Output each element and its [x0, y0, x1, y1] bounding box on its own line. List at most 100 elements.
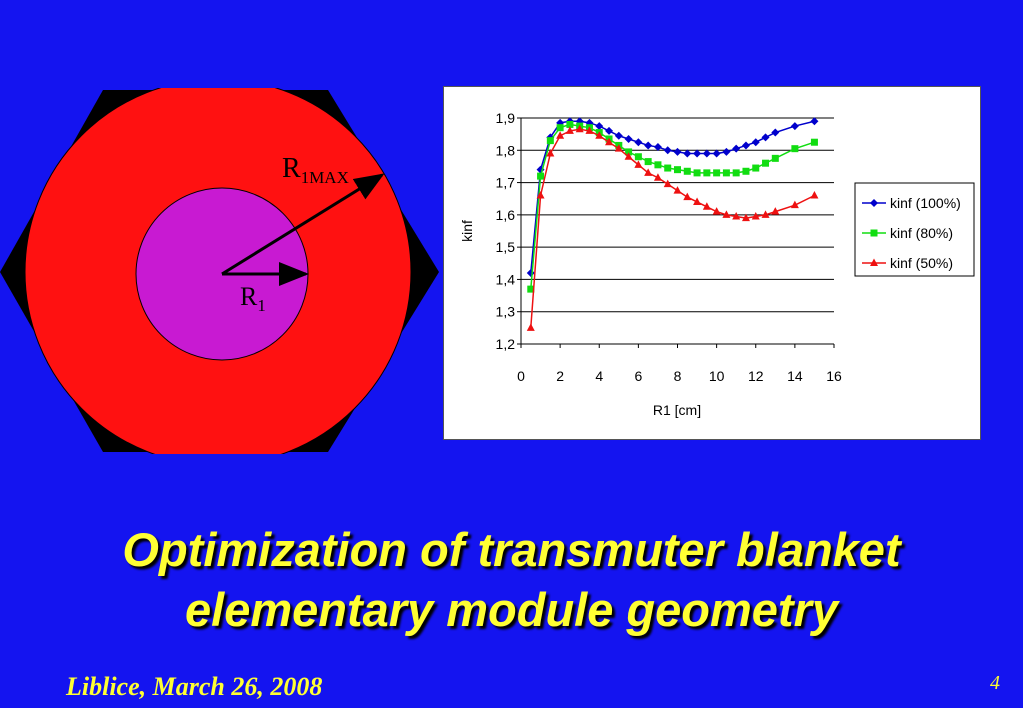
data-point: [771, 128, 780, 137]
legend-label: kinf (80%): [890, 225, 953, 241]
y-tick-label: 1,6: [496, 207, 516, 223]
legend-label: kinf (50%): [890, 255, 953, 271]
data-point: [674, 166, 681, 174]
data-point: [673, 147, 682, 156]
title-line-1: Optimization of transmuter blanket: [122, 523, 901, 576]
data-point: [663, 146, 672, 155]
data-point: [761, 133, 770, 142]
legend-item: kinf (100%): [862, 195, 961, 211]
x-tick-label: 2: [556, 368, 564, 384]
data-point: [624, 134, 633, 143]
data-point: [546, 149, 555, 157]
legend-label: kinf (100%): [890, 195, 961, 211]
data-point: [595, 122, 604, 131]
kinf-chart-panel: 1,2 1,3 1,4 1,5 1,6 1,7 1,8 1,9 0 2 4 6 8 10 12 14 16 ki…: [443, 86, 981, 440]
data-point: [741, 213, 750, 222]
series-line: [530, 120, 815, 274]
data-point: [634, 153, 642, 161]
data-point: [810, 138, 818, 146]
data-point: [663, 179, 672, 188]
title-line-2: elementary module geometry: [185, 583, 838, 636]
data-point: [703, 169, 711, 177]
data-point: [752, 164, 760, 172]
series-2: [527, 120, 818, 293]
x-tick-label: 4: [595, 368, 603, 384]
r1max-arrow: [221, 173, 385, 276]
y-tick-label: 1,7: [496, 175, 516, 191]
r1max-label: R1MAX: [282, 153, 349, 187]
data-point: [732, 144, 741, 153]
x-tick-label: 16: [826, 368, 842, 384]
data-point: [732, 211, 741, 220]
series-line: [530, 128, 815, 328]
data-point: [742, 167, 750, 175]
data-point: [546, 137, 554, 145]
data-point: [810, 190, 819, 199]
data-point: [585, 126, 594, 134]
data-point: [575, 117, 584, 126]
data-point: [702, 202, 711, 210]
data-point: [790, 122, 799, 131]
data-point: [702, 149, 711, 158]
data-point: [790, 200, 799, 209]
data-point: [634, 160, 643, 168]
data-point: [751, 211, 760, 220]
data-point: [575, 124, 584, 133]
data-point: [732, 169, 740, 177]
data-point: [693, 197, 702, 205]
chart-series: [526, 117, 819, 331]
data-point: [566, 120, 574, 128]
data-point: [527, 285, 535, 293]
y-tick-label: 1,5: [496, 239, 516, 255]
data-point: [624, 152, 633, 160]
legend-marker: [870, 199, 878, 207]
data-point: [537, 172, 545, 180]
page-number: 4: [990, 672, 1000, 694]
data-point: [654, 161, 662, 169]
data-point: [683, 149, 692, 158]
x-tick-label: 8: [674, 368, 682, 384]
data-point: [625, 148, 633, 156]
data-point: [634, 138, 643, 147]
data-point: [713, 169, 721, 177]
slide-title: Optimization of transmuter blanket eleme…: [0, 520, 1023, 640]
kinf-chart: 1,2 1,3 1,4 1,5 1,6 1,7 1,8 1,9 0 2 4 6 8 10 12 14 16 ki…: [459, 110, 975, 418]
x-tick-label: 12: [748, 368, 764, 384]
x-tick-label: 0: [517, 368, 525, 384]
legend-marker: [870, 258, 878, 266]
data-point: [605, 126, 614, 135]
data-point: [791, 145, 799, 153]
data-point: [653, 173, 662, 181]
legend-item: kinf (80%): [862, 225, 953, 241]
legend-item: kinf (50%): [862, 255, 953, 271]
data-point: [565, 126, 574, 134]
data-point: [693, 149, 702, 158]
chart-axes: 1,2 1,3 1,4 1,5 1,6 1,7 1,8 1,9 0 2 4 6 8 10 12 14 16: [496, 110, 842, 384]
data-point: [771, 154, 779, 162]
x-tick-label: 6: [634, 368, 642, 384]
data-point: [653, 143, 662, 152]
data-point: [595, 131, 604, 139]
data-point: [722, 147, 731, 156]
data-point: [751, 138, 760, 147]
y-axis-label: kinf: [459, 220, 475, 242]
y-tick-label: 1,9: [496, 110, 516, 126]
data-point: [741, 141, 750, 150]
y-tick-label: 1,2: [496, 336, 516, 352]
module-geometry-diagram: R1MAX R1: [0, 88, 439, 454]
r1-label: R1: [240, 282, 266, 315]
data-point: [722, 210, 731, 218]
footer-date: Liblice, March 26, 2008: [66, 672, 323, 701]
legend-marker: [870, 229, 878, 237]
data-point: [810, 117, 819, 126]
y-tick-label: 1,4: [496, 271, 516, 287]
x-tick-label: 14: [787, 368, 803, 384]
data-point: [664, 164, 672, 172]
y-tick-label: 1,3: [496, 304, 516, 320]
data-point: [614, 144, 623, 152]
data-point: [722, 169, 730, 177]
data-point: [771, 207, 780, 215]
series-3: [526, 124, 819, 331]
data-point: [536, 190, 545, 199]
